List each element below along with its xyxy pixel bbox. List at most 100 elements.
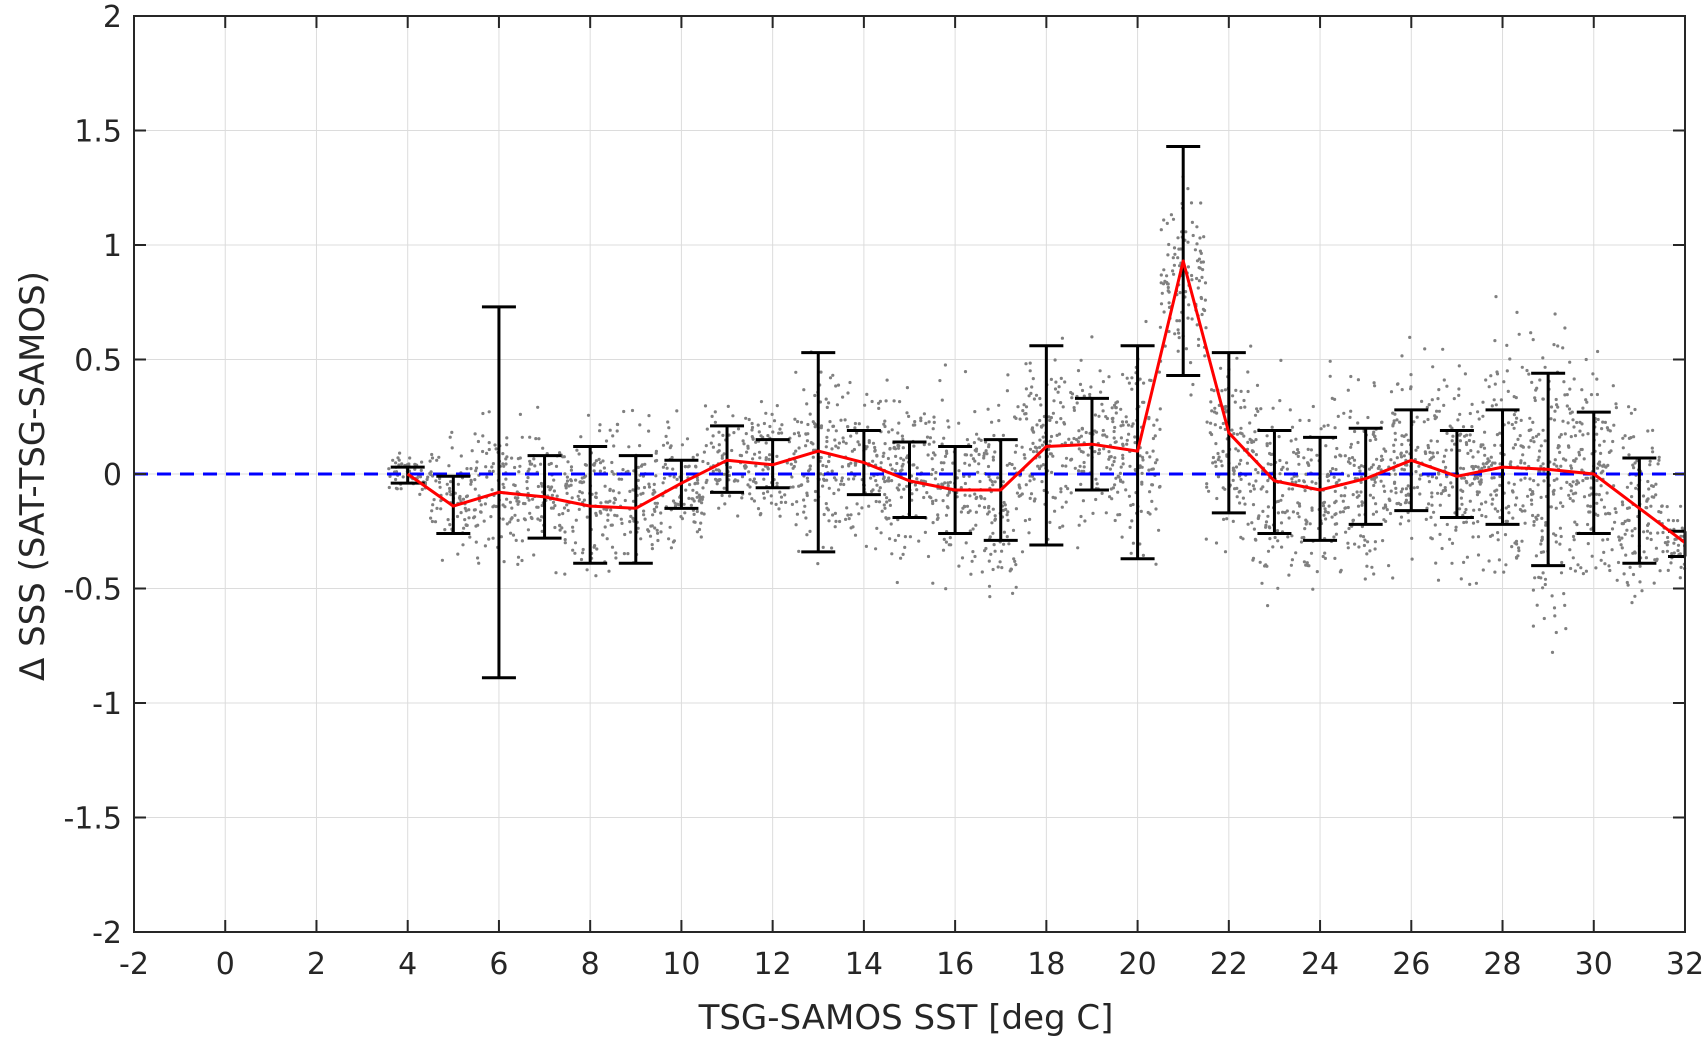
scatter-point — [841, 436, 845, 440]
scatter-point — [1308, 522, 1312, 526]
scatter-point — [1111, 463, 1115, 467]
scatter-point — [1490, 502, 1494, 506]
scatter-point — [1153, 434, 1157, 438]
scatter-point — [848, 380, 852, 385]
scatter-point — [420, 487, 424, 491]
scatter-point — [973, 492, 977, 496]
scatter-point — [1608, 429, 1612, 433]
x-tick-label: 2 — [307, 947, 326, 982]
scatter-point — [1351, 518, 1355, 523]
scatter-point — [913, 483, 918, 487]
scatter-point — [1402, 468, 1406, 472]
scatter-point — [491, 505, 495, 509]
scatter-point — [931, 581, 935, 585]
scatter-point — [1494, 493, 1498, 497]
scatter-point — [800, 483, 804, 487]
scatter-point — [695, 530, 700, 534]
scatter-point — [1554, 506, 1558, 510]
scatter-point — [1462, 476, 1466, 480]
scatter-point — [1131, 502, 1135, 507]
scatter-point — [797, 549, 801, 554]
scatter-point — [1359, 480, 1363, 484]
scatter-point — [1402, 454, 1406, 458]
scatter-point — [1083, 519, 1087, 523]
scatter-point — [1392, 481, 1397, 485]
scatter-point — [1537, 469, 1541, 473]
scatter-point — [1375, 457, 1379, 461]
scatter-point — [897, 483, 901, 487]
scatter-point — [1434, 415, 1438, 419]
scatter-point — [526, 469, 530, 474]
scatter-point — [929, 472, 934, 476]
scatter-point — [620, 521, 624, 526]
scatter-point — [711, 469, 715, 473]
scatter-point — [1006, 373, 1010, 377]
scatter-point — [1527, 372, 1531, 376]
scatter-point — [1310, 506, 1314, 510]
scatter-point — [1400, 487, 1405, 491]
scatter-point — [824, 397, 828, 401]
scatter-point — [1544, 523, 1548, 527]
scatter-point — [1118, 478, 1123, 482]
scatter-point — [1595, 466, 1600, 470]
scatter-point — [695, 453, 700, 457]
scatter-point — [1602, 505, 1606, 509]
scatter-point — [1614, 402, 1618, 406]
scatter-point — [1623, 434, 1627, 438]
scatter-point — [1289, 439, 1293, 443]
scatter-point — [429, 470, 433, 474]
scatter-point — [1116, 513, 1120, 517]
scatter-point — [487, 441, 491, 445]
scatter-point — [873, 445, 877, 450]
scatter-point — [1582, 495, 1587, 499]
scatter-point — [982, 505, 987, 509]
scatter-point — [794, 370, 798, 374]
scatter-point — [1079, 434, 1083, 438]
scatter-point — [513, 513, 517, 517]
scatter-point — [456, 552, 460, 556]
scatter-point — [536, 505, 540, 509]
scatter-point — [1584, 398, 1588, 402]
scatter-point — [705, 478, 709, 482]
scatter-point — [957, 421, 961, 425]
scatter-point — [1435, 409, 1439, 413]
scatter-point — [1362, 543, 1366, 548]
scatter-point — [846, 391, 850, 395]
scatter-point — [1506, 389, 1510, 393]
scatter-point — [1195, 323, 1199, 327]
scatter-point — [913, 420, 917, 424]
scatter-point — [1627, 436, 1631, 440]
scatter-point — [450, 446, 454, 450]
scatter-point — [491, 536, 495, 540]
scatter-point — [656, 531, 660, 535]
scatter-point — [1254, 479, 1258, 483]
scatter-point — [395, 487, 399, 491]
scatter-point — [1430, 475, 1434, 479]
scatter-point — [897, 533, 901, 538]
scatter-point — [1079, 482, 1083, 486]
scatter-point — [1518, 507, 1522, 512]
scatter-point — [1034, 393, 1039, 397]
scatter-point — [1528, 488, 1532, 492]
scatter-point — [1069, 390, 1073, 395]
scatter-point — [1023, 519, 1027, 523]
scatter-point — [1349, 374, 1353, 379]
scatter-point — [930, 457, 934, 461]
scatter-point — [1326, 510, 1330, 515]
scatter-point — [866, 425, 870, 429]
scatter-point — [747, 470, 751, 474]
scatter-point — [883, 442, 887, 446]
scatter-point — [518, 464, 522, 468]
scatter-point — [1458, 412, 1462, 416]
scatter-point — [1600, 427, 1604, 431]
scatter-point — [973, 554, 977, 559]
scatter-point — [1321, 504, 1326, 508]
scatter-point — [1391, 576, 1395, 580]
scatter-point — [1555, 464, 1559, 468]
scatter-point — [1111, 416, 1115, 420]
scatter-point — [473, 508, 477, 512]
scatter-point — [840, 476, 844, 480]
scatter-point — [1221, 449, 1225, 453]
scatter-point — [1020, 492, 1024, 496]
scatter-point — [931, 499, 935, 503]
